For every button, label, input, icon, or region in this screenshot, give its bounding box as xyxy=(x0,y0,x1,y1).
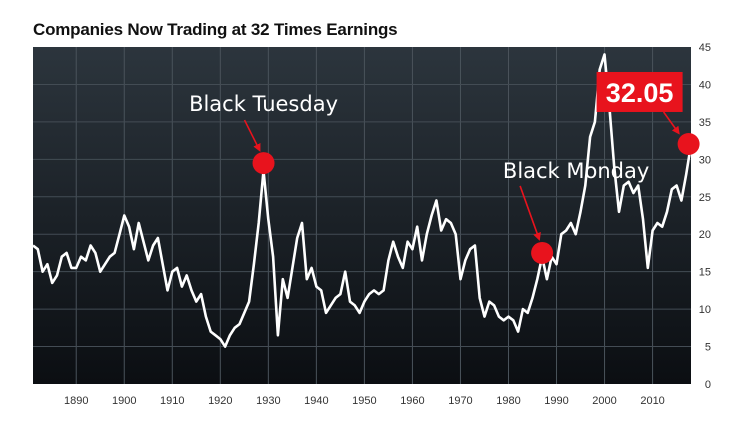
black-monday-label: Black Monday xyxy=(503,159,649,183)
x-tick-label: 2010 xyxy=(640,395,664,407)
black-tuesday-marker xyxy=(252,152,275,175)
y-tick-label: 30 xyxy=(699,154,711,166)
y-tick-label: 0 xyxy=(705,379,711,391)
x-tick-label: 1960 xyxy=(400,395,424,407)
x-axis-ticks: 1890 1900 1910 1920 1930 1940 1950 1960 1970 1980… xyxy=(64,395,665,407)
black-monday-marker xyxy=(531,241,554,264)
y-tick-label: 40 xyxy=(699,79,711,91)
current-value-arrow xyxy=(662,111,680,135)
x-tick-label: 1940 xyxy=(304,395,328,407)
black-tuesday-label: Black Tuesday xyxy=(189,92,338,116)
x-tick-label: 1950 xyxy=(352,395,376,407)
y-tick-label: 15 xyxy=(699,267,711,279)
y-axis-ticks: 0 5 10 15 20 25 30 35 40 45 xyxy=(699,42,711,391)
x-tick-label: 1900 xyxy=(112,395,136,407)
y-tick-label: 45 xyxy=(699,42,711,54)
plot-background xyxy=(33,47,691,384)
x-tick-label: 1890 xyxy=(64,395,88,407)
y-tick-label: 25 xyxy=(699,192,711,204)
chart-title: Companies Now Trading at 32 Times Earnin… xyxy=(33,20,398,39)
x-tick-label: 1970 xyxy=(448,395,472,407)
x-tick-label: 1980 xyxy=(496,395,520,407)
pe-ratio-line xyxy=(32,53,693,348)
x-tick-label: 1920 xyxy=(208,395,232,407)
current-value-label: 32.05 xyxy=(606,78,674,108)
x-tick-label: 1990 xyxy=(544,395,568,407)
x-tick-label: 1910 xyxy=(160,395,184,407)
annotations: Black Tuesday Black Monday 32.05 xyxy=(189,71,700,264)
black-tuesday-arrow xyxy=(243,119,261,152)
x-tick-label: 1930 xyxy=(256,395,280,407)
current-value-box xyxy=(596,71,683,112)
y-tick-label: 35 xyxy=(699,117,711,129)
y-tick-label: 5 xyxy=(705,342,711,354)
current-value-marker xyxy=(677,132,700,155)
y-tick-label: 10 xyxy=(699,304,711,316)
y-tick-label: 20 xyxy=(699,229,711,241)
black-monday-arrow xyxy=(519,185,541,241)
x-tick-label: 2000 xyxy=(592,395,616,407)
